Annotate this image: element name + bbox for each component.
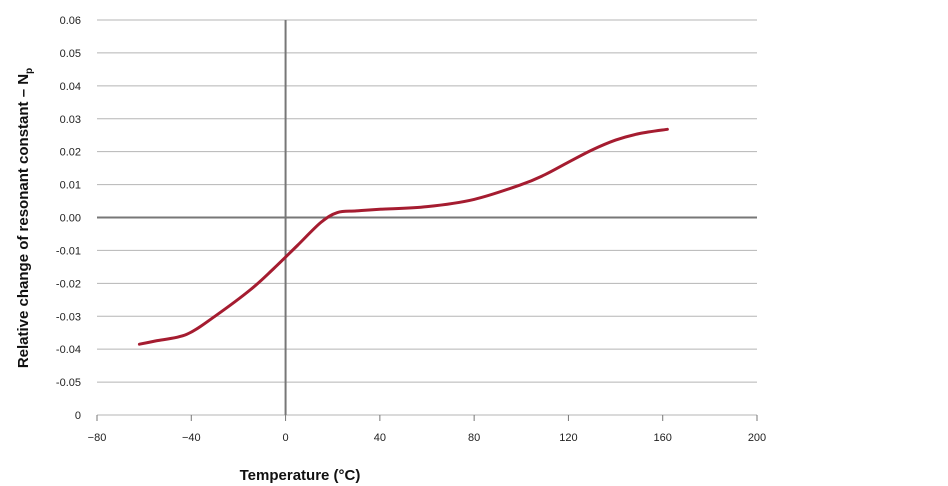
y-tick-label: 0.00	[60, 213, 81, 225]
y-tick-labels: 0.06 0.05 0.04 0.03 0.02 0.01 0.00 -0.01 -0.02 -0…	[56, 15, 81, 422]
grid-lines	[97, 19, 757, 416]
y-tick-label: -0.02	[56, 278, 81, 290]
y-tick-label: -0.03	[56, 311, 81, 323]
x-tick-label: −80	[88, 432, 107, 444]
x-tick-label: −40	[182, 432, 201, 444]
y-tick-label: -0.04	[56, 344, 81, 356]
y-tick-label: 0.01	[60, 180, 81, 192]
axes	[96, 20, 758, 421]
y-tick-label: 0.06	[60, 15, 81, 27]
x-tick-label: 40	[374, 432, 386, 444]
series-group	[137, 127, 669, 346]
y-tick-label: 0	[75, 410, 81, 422]
y-tick-label: -0.05	[56, 377, 81, 389]
x-tick-label: 160	[654, 432, 672, 444]
y-axis-label: Relative change of resonant constant – N…	[15, 68, 35, 368]
y-tick-label: 0.02	[60, 147, 81, 159]
x-tick-label: 120	[559, 432, 577, 444]
x-axis-label: Temperature (°C)	[240, 467, 361, 484]
x-tick-label: 0	[283, 432, 289, 444]
series-line	[137, 127, 669, 346]
y-tick-label: 0.03	[60, 114, 81, 126]
x-tick-label: 80	[468, 432, 480, 444]
x-tick-labels: −80 −40 0 40 80 120 160 200	[88, 432, 767, 444]
y-axis-label-subscript: p	[24, 68, 35, 74]
y-tick-label: 0.05	[60, 48, 81, 60]
y-axis-label-main: Relative change of resonant constant – N	[15, 74, 32, 368]
y-tick-label: 0.04	[60, 81, 81, 93]
x-tick-label: 200	[748, 432, 766, 444]
y-tick-label: -0.01	[56, 245, 81, 257]
